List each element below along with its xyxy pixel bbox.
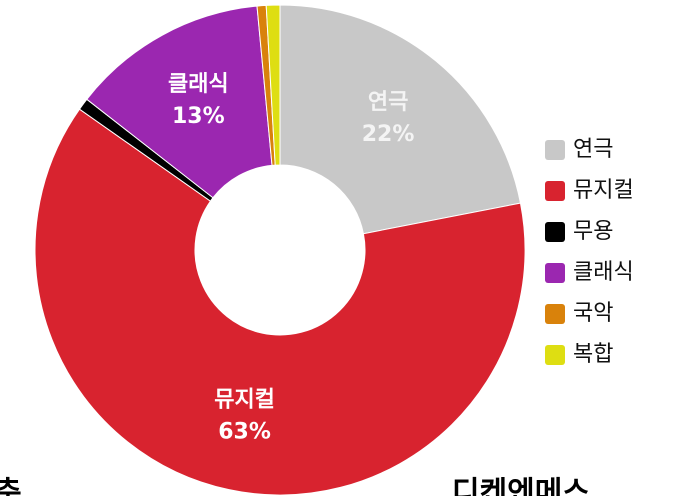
- footer-text: 디켄엔메스: [452, 476, 590, 496]
- legend-label: 클래식: [573, 260, 634, 285]
- legend-label: 무용: [573, 219, 613, 244]
- donut-segment: [34, 108, 526, 496]
- legend-swatch: [545, 345, 565, 365]
- legend-swatch: [545, 140, 565, 160]
- slice-value-label: 63%: [218, 419, 271, 444]
- legend-label: 국악: [573, 301, 613, 326]
- donut-segment: [86, 5, 273, 199]
- legend-swatch: [545, 181, 565, 201]
- legend-swatch: [545, 304, 565, 324]
- legend-label: 연극: [573, 137, 613, 162]
- slice-value-label: 13%: [172, 104, 225, 129]
- donut-segment: [265, 4, 281, 166]
- slice-category-label: 클래식: [168, 72, 229, 97]
- slice-category-label: 연극: [368, 90, 408, 115]
- legend-swatch: [545, 222, 565, 242]
- donut-segment: [279, 4, 522, 235]
- slice-category-label: 뮤지컬: [214, 387, 275, 412]
- footer-text: 춘: [0, 476, 22, 496]
- slice-value-label: 22%: [362, 122, 415, 147]
- legend-label: 뮤지컬: [573, 178, 634, 203]
- legend-label: 복합: [573, 342, 613, 367]
- legend-swatch: [545, 263, 565, 283]
